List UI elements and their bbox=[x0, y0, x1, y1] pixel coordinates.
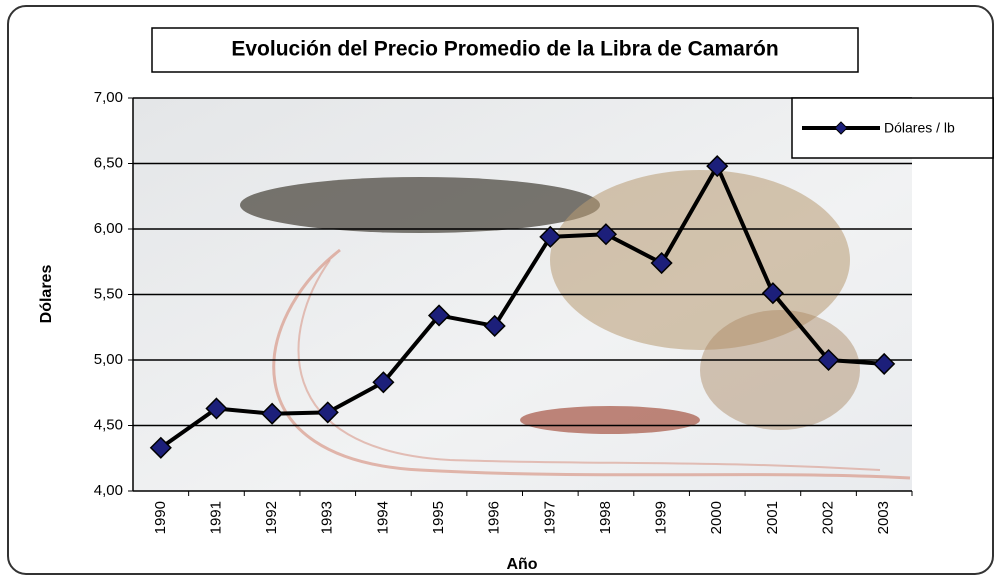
y-tick-label: 4,00 bbox=[94, 482, 123, 499]
x-tick-label: 2001 bbox=[764, 501, 781, 534]
x-tick-label: 1992 bbox=[263, 501, 280, 534]
x-tick-label: 2000 bbox=[708, 501, 725, 534]
x-tick-label: 1999 bbox=[653, 501, 670, 534]
y-axis-label: Dólares bbox=[38, 265, 55, 324]
y-tick-label: 5,00 bbox=[94, 351, 123, 368]
x-tick-label: 2002 bbox=[820, 501, 837, 534]
x-tick-label: 1995 bbox=[430, 501, 447, 534]
x-tick-label: 1990 bbox=[152, 501, 169, 534]
x-tick-label: 1996 bbox=[486, 501, 503, 534]
x-tick-label: 1993 bbox=[319, 501, 336, 534]
y-tick-label: 6,50 bbox=[94, 154, 123, 171]
x-tick-label: 1997 bbox=[541, 501, 558, 534]
chart-title: Evolución del Precio Promedio de la Libr… bbox=[231, 38, 778, 61]
y-tick-label: 7,00 bbox=[94, 89, 123, 106]
y-tick-label: 4,50 bbox=[94, 416, 123, 433]
y-tick-label: 6,00 bbox=[94, 220, 123, 237]
x-axis-label: Año bbox=[506, 556, 537, 573]
chart: Evolución del Precio Promedio de la Libr… bbox=[0, 0, 1001, 581]
x-tick-label: 1994 bbox=[374, 501, 391, 534]
y-tick-label: 5,50 bbox=[94, 285, 123, 302]
x-tick-label: 1991 bbox=[207, 501, 224, 534]
x-tick-label: 2003 bbox=[875, 501, 892, 534]
x-tick-label: 1998 bbox=[597, 501, 614, 534]
legend-label: Dólares / lb bbox=[884, 120, 955, 136]
